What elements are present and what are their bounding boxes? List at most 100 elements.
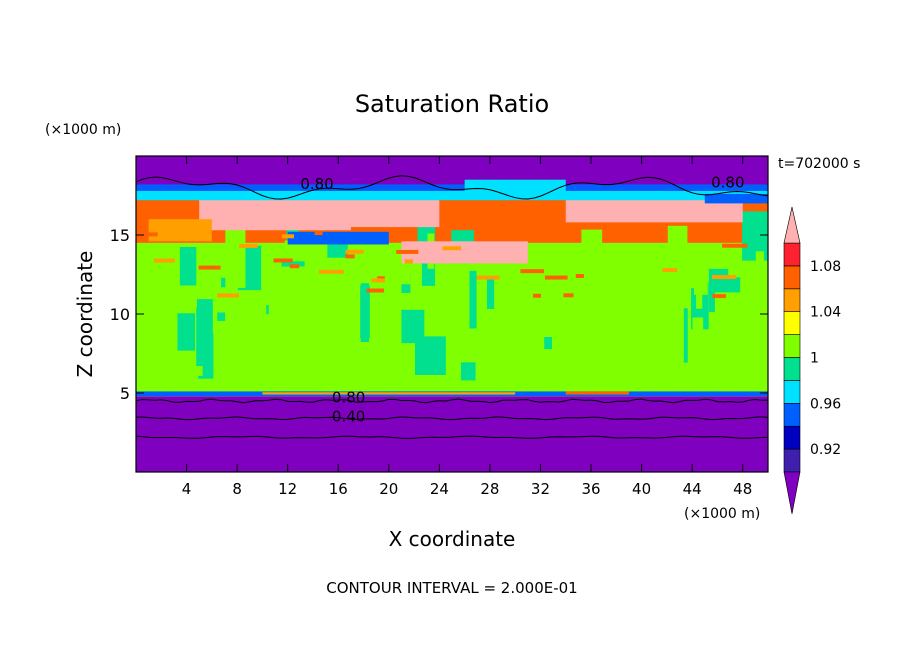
field-patch <box>327 241 348 258</box>
colorbar-swatch <box>783 242 801 267</box>
field-streak <box>239 243 258 248</box>
y-tick-label: 5 <box>120 384 130 403</box>
field-patch <box>397 309 425 344</box>
contour-line <box>136 435 768 439</box>
x-tick-label: 12 <box>278 480 297 498</box>
field-patch <box>728 264 744 278</box>
field-patch <box>597 266 629 393</box>
field-patch <box>401 241 528 264</box>
colorbar-label: 1.08 <box>810 259 841 275</box>
field-streak <box>476 275 500 280</box>
field-patch <box>268 266 313 393</box>
field-streak <box>377 276 385 281</box>
contour-line <box>136 175 768 200</box>
field-streak <box>138 232 158 237</box>
field-patch <box>315 290 326 339</box>
y-axis: 5 10 15 <box>110 226 768 403</box>
field-patch <box>387 246 396 274</box>
field-streak <box>345 249 364 254</box>
field-patch <box>297 238 309 281</box>
colorbar-swatch <box>783 425 801 450</box>
field-streak <box>318 269 344 274</box>
field-streak <box>281 234 295 239</box>
contour-interval-footer: CONTOUR INTERVAL = 2.000E-01 <box>326 579 577 597</box>
colorbar-label: 0.96 <box>810 396 841 412</box>
field-patch <box>661 302 678 325</box>
field-streak <box>662 268 678 273</box>
field-patch <box>693 246 708 295</box>
field-patch <box>338 195 440 228</box>
field-streak <box>371 278 385 283</box>
field-streak <box>366 288 385 293</box>
field-streak <box>563 293 574 298</box>
y-tick-label: 15 <box>110 226 130 245</box>
field-streak <box>198 265 221 270</box>
x-tick-label: 28 <box>480 480 499 498</box>
field-patch <box>704 193 768 204</box>
x-tick-label: 44 <box>683 480 702 498</box>
field-patch <box>287 231 389 245</box>
field-patch <box>692 317 704 339</box>
field-patch <box>486 279 495 309</box>
field-patch <box>334 259 340 303</box>
y-tick-label: 10 <box>110 305 130 324</box>
field-patch <box>476 361 494 379</box>
colorbar-swatch <box>783 311 801 335</box>
contour-line <box>136 398 768 404</box>
field-patch <box>148 219 212 242</box>
field-streak <box>262 392 516 395</box>
x-tick-label: 20 <box>379 480 398 498</box>
field-streak <box>533 293 541 298</box>
x-tick-label: 36 <box>581 480 600 498</box>
chart-title: Saturation Ratio <box>355 90 549 118</box>
field-streak <box>345 254 355 259</box>
field-streak <box>544 275 568 280</box>
field-patch <box>369 266 402 393</box>
field-streak <box>638 232 661 236</box>
field-streak <box>289 264 300 269</box>
x-tick-label: 24 <box>430 480 449 498</box>
field-patch <box>755 251 764 297</box>
contour-label: 0.80 <box>332 388 365 406</box>
field-streak <box>712 294 726 299</box>
field-streak <box>520 269 544 274</box>
field-patch <box>136 190 768 201</box>
field-patch <box>196 299 213 345</box>
field-patch <box>225 226 246 288</box>
x-tick-label: 32 <box>531 480 550 498</box>
x-axis-label: X coordinate <box>389 527 516 551</box>
field-streak <box>273 258 293 263</box>
colorbar-swatch <box>783 402 801 427</box>
x-tick-label: 4 <box>182 480 192 498</box>
contour-line <box>136 416 768 421</box>
field-patch <box>500 266 545 393</box>
field-patch <box>244 372 266 385</box>
x-tick-label: 48 <box>733 480 752 498</box>
x-tick-label: 8 <box>232 480 242 498</box>
field-patch <box>581 229 603 256</box>
field-streak <box>153 258 175 263</box>
colorbar-swatch <box>783 448 801 473</box>
colorbar-swatch <box>783 288 801 312</box>
colorbar-label: 0.92 <box>810 442 841 458</box>
field-patch <box>688 259 695 289</box>
contour-label: 0.80 <box>711 174 744 192</box>
field-patch <box>155 258 183 313</box>
field-patch <box>199 197 351 231</box>
colorbar-swatch <box>783 334 801 358</box>
field-patch <box>559 266 604 393</box>
contour-labels: 0.80 0.800.800.40 <box>300 174 744 426</box>
field-patch <box>683 308 688 363</box>
field-patch <box>460 362 476 381</box>
field-patch <box>177 313 196 351</box>
contour-label: 0.40 <box>332 407 365 425</box>
field-patch <box>446 288 454 310</box>
colorbar-extend-min <box>783 471 801 515</box>
colorbar-swatch <box>783 380 801 404</box>
field-streak <box>217 293 239 298</box>
x-unit-label: (×1000 m) <box>684 506 760 522</box>
colorbar-swatch <box>783 357 801 381</box>
field-streak <box>442 246 462 251</box>
